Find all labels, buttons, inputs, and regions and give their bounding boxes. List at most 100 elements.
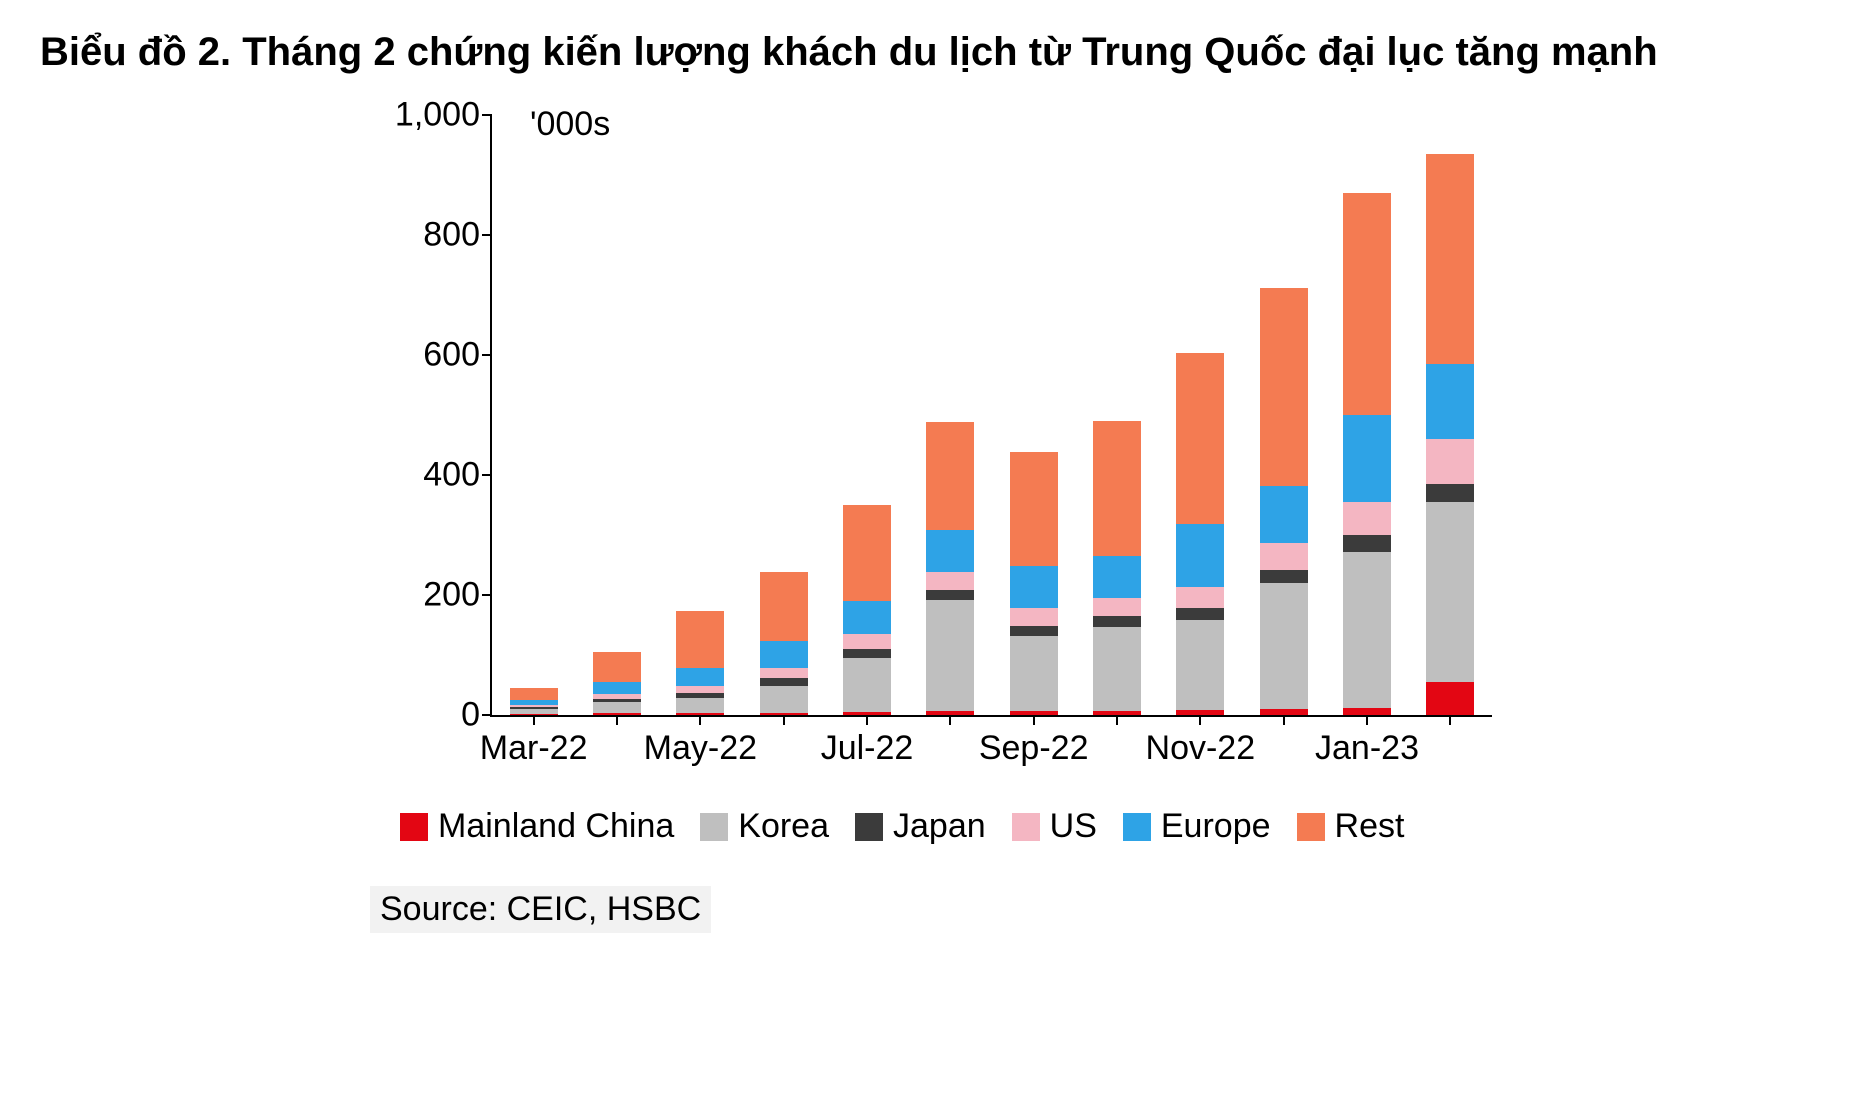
x-tick-mark <box>1116 715 1118 725</box>
bar-segment-korea <box>1426 502 1474 682</box>
bar-segment-europe <box>1260 486 1308 543</box>
bar-column <box>1176 353 1224 715</box>
bar-segment-europe <box>1426 364 1474 439</box>
bar-column <box>1343 193 1391 715</box>
bar-segment-rest <box>1426 154 1474 364</box>
bar-segment-us <box>760 668 808 679</box>
bar-column <box>1093 421 1141 715</box>
bar-segment-japan <box>1010 626 1058 637</box>
bar-segment-mainland_china <box>1343 708 1391 715</box>
legend-item-japan: Japan <box>855 807 986 846</box>
legend-label: US <box>1050 807 1097 846</box>
x-tick-label: Jan-23 <box>1315 715 1419 768</box>
bar-segment-korea <box>843 658 891 712</box>
x-tick-label: Sep-22 <box>979 715 1089 768</box>
plot-area: 02004006008001,000Mar-22May-22Jul-22Sep-… <box>490 115 1492 717</box>
bar-column <box>760 572 808 715</box>
bar-column <box>1260 288 1308 715</box>
legend-swatch-icon <box>1123 813 1151 841</box>
bar-segment-japan <box>1426 484 1474 502</box>
bar-segment-europe <box>760 641 808 668</box>
bar-segment-us <box>1176 587 1224 608</box>
bar-segment-europe <box>843 601 891 634</box>
chart-title: Biểu đồ 2. Tháng 2 chứng kiến lượng khác… <box>40 30 1816 75</box>
bar-segment-korea <box>1176 620 1224 710</box>
page-root: Biểu đồ 2. Tháng 2 chứng kiến lượng khác… <box>0 0 1856 1108</box>
x-tick-mark <box>783 715 785 725</box>
bar-segment-korea <box>1010 636 1058 711</box>
bar-segment-korea <box>760 686 808 713</box>
bar-column <box>1010 452 1058 715</box>
bar-segment-japan <box>843 649 891 658</box>
x-tick-label: May-22 <box>644 715 757 768</box>
legend-item-mainland_china: Mainland China <box>400 807 674 846</box>
bar-segment-us <box>1260 543 1308 570</box>
bar-segment-korea <box>1343 552 1391 708</box>
bar-column <box>926 422 974 715</box>
bar-segment-japan <box>1093 616 1141 627</box>
y-tick-label: 0 <box>370 696 492 735</box>
bar-segment-rest <box>1010 452 1058 566</box>
bar-segment-rest <box>843 505 891 601</box>
bar-segment-rest <box>1343 193 1391 415</box>
y-tick-label: 200 <box>370 576 492 615</box>
bar-segment-europe <box>1343 415 1391 502</box>
legend-swatch-icon <box>400 813 428 841</box>
bar-segment-europe <box>593 682 641 694</box>
x-tick-label: Nov-22 <box>1146 715 1256 768</box>
chart-container: '000s 02004006008001,000Mar-22May-22Jul-… <box>410 115 1490 717</box>
y-tick-label: 1,000 <box>370 96 492 135</box>
legend: Mainland China Korea Japan US Europe Rest <box>400 807 1816 846</box>
bar-segment-rest <box>676 611 724 668</box>
bar-segment-rest <box>926 422 974 530</box>
legend-label: Korea <box>738 807 829 846</box>
legend-swatch-icon <box>700 813 728 841</box>
bar-column <box>593 652 641 715</box>
bar-segment-korea <box>1093 627 1141 711</box>
bar-segment-europe <box>676 668 724 686</box>
legend-label: Rest <box>1335 807 1405 846</box>
y-tick-label: 400 <box>370 456 492 495</box>
bar-segment-rest <box>593 652 641 682</box>
bar-segment-europe <box>1010 566 1058 608</box>
bar-column <box>843 505 891 715</box>
bar-segment-europe <box>1093 556 1141 598</box>
bar-segment-mainland_china <box>1426 682 1474 715</box>
bar-segment-korea <box>593 702 641 713</box>
bar-segment-us <box>1343 502 1391 535</box>
bar-segment-rest <box>1260 288 1308 486</box>
bar-segment-japan <box>760 678 808 685</box>
x-tick-mark <box>949 715 951 725</box>
bar-segment-us <box>843 634 891 649</box>
legend-swatch-icon <box>1297 813 1325 841</box>
bar-column <box>510 688 558 715</box>
bar-segment-europe <box>1176 524 1224 587</box>
bar-segment-japan <box>1176 608 1224 620</box>
bar-segment-us <box>1010 608 1058 626</box>
bar-segment-japan <box>1343 535 1391 552</box>
bar-segment-korea <box>1260 583 1308 709</box>
bar-segment-europe <box>926 530 974 572</box>
legend-label: Mainland China <box>438 807 674 846</box>
bar-segment-us <box>676 686 724 693</box>
bar-segment-korea <box>926 600 974 711</box>
bar-segment-korea <box>676 698 724 713</box>
bar-segment-rest <box>1176 353 1224 524</box>
bar-segment-japan <box>1260 570 1308 583</box>
bar-column <box>1426 154 1474 715</box>
x-tick-label: Mar-22 <box>480 715 588 768</box>
legend-swatch-icon <box>1012 813 1040 841</box>
bar-segment-rest <box>760 572 808 641</box>
x-tick-mark <box>616 715 618 725</box>
legend-item-rest: Rest <box>1297 807 1405 846</box>
legend-label: Japan <box>893 807 986 846</box>
x-tick-mark <box>1283 715 1285 725</box>
legend-item-korea: Korea <box>700 807 829 846</box>
bar-segment-us <box>1426 439 1474 484</box>
legend-item-us: US <box>1012 807 1097 846</box>
bar-segment-japan <box>926 590 974 601</box>
bar-column <box>676 611 724 715</box>
legend-item-europe: Europe <box>1123 807 1271 846</box>
bar-segment-us <box>926 572 974 590</box>
source-attribution: Source: CEIC, HSBC <box>370 886 711 933</box>
